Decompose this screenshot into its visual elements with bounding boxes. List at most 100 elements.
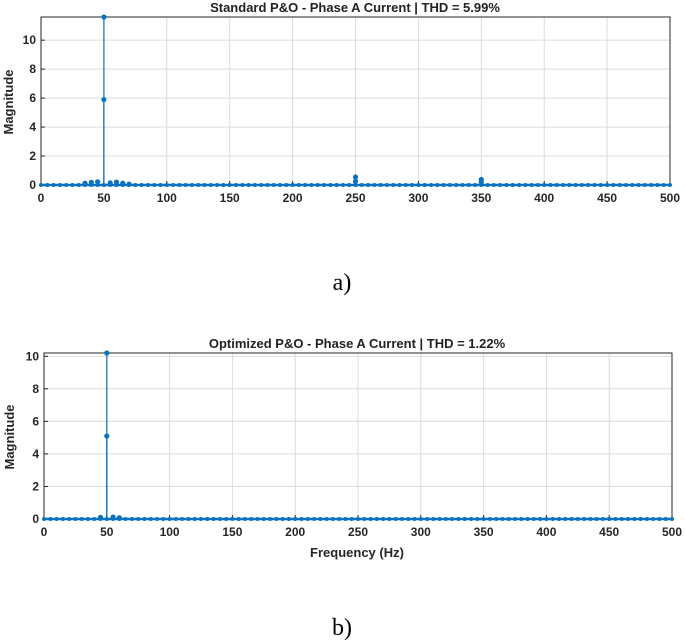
baseline-marker xyxy=(525,517,530,521)
baseline-marker xyxy=(393,517,398,521)
baseline-marker xyxy=(173,517,178,521)
baseline-marker xyxy=(246,183,251,187)
baseline-marker xyxy=(456,517,461,521)
x-tick-label: 50 xyxy=(97,191,111,205)
baseline-marker xyxy=(347,183,352,187)
baseline-marker xyxy=(403,183,408,187)
panel-b: 0 50 100 150 200 250 300 350 400 450 500 0 2 4 6 8 10 Op… xyxy=(2,336,682,641)
baseline-marker xyxy=(236,517,241,521)
x-tick-label: 500 xyxy=(660,191,680,205)
stem-marker xyxy=(352,174,359,180)
baseline-marker xyxy=(513,517,517,521)
baseline-marker xyxy=(598,183,603,187)
stem-marker xyxy=(88,179,94,185)
x-tick-label: 400 xyxy=(534,191,554,205)
baseline-marker xyxy=(437,517,442,521)
baseline-marker xyxy=(378,183,383,187)
x-tick-label: 250 xyxy=(345,191,365,205)
chart-a-title: Standard P&O - Phase A Current | THD = 5… xyxy=(210,0,500,15)
baseline-marker xyxy=(556,517,561,521)
baseline-marker xyxy=(579,183,584,187)
baseline-marker xyxy=(362,517,367,521)
baseline-marker xyxy=(215,183,220,187)
baseline-marker xyxy=(356,517,360,521)
baseline-marker xyxy=(255,517,260,521)
y-tick-label: 8 xyxy=(29,62,36,76)
baseline-marker xyxy=(372,183,377,187)
baseline-marker xyxy=(397,183,402,187)
baseline-marker xyxy=(211,517,216,521)
baseline-marker xyxy=(387,517,392,521)
baseline-marker xyxy=(428,183,433,187)
baseline-marker xyxy=(412,517,417,521)
stem-marker xyxy=(110,514,116,520)
baseline-marker xyxy=(506,517,511,521)
baseline-marker xyxy=(657,517,662,521)
baseline-marker xyxy=(158,183,163,187)
baseline-marker xyxy=(544,517,549,521)
x-tick-label: 350 xyxy=(471,191,491,205)
stem-marker xyxy=(101,14,107,20)
baseline-marker xyxy=(554,183,559,187)
baseline-marker xyxy=(368,517,373,521)
baseline-marker xyxy=(299,517,304,521)
baseline-marker xyxy=(312,517,317,521)
baseline-marker xyxy=(638,517,643,521)
baseline-marker xyxy=(284,183,289,187)
baseline-marker xyxy=(500,517,505,521)
plot-area: 0 50 100 150 200 250 300 350 400 450 500 0 2 4 6 8 10 xyxy=(26,349,683,539)
baseline-marker xyxy=(183,183,188,187)
baseline-marker xyxy=(374,517,379,521)
x-tick-label: 300 xyxy=(411,525,431,539)
x-tick-label: 0 xyxy=(38,191,45,205)
baseline-marker xyxy=(563,517,568,521)
x-tick-label: 450 xyxy=(599,525,619,539)
baseline-marker xyxy=(42,517,46,521)
baseline-marker xyxy=(623,183,628,187)
baseline-marker xyxy=(661,183,666,187)
baseline-marker xyxy=(594,517,599,521)
chart-b-xlabel: Frequency (Hz) xyxy=(310,545,404,560)
baseline-marker xyxy=(142,517,147,521)
baseline-marker xyxy=(57,183,62,187)
baseline-marker xyxy=(60,517,65,521)
baseline-marker xyxy=(139,183,144,187)
baseline-marker xyxy=(649,183,654,187)
chart-a-ylabel: Magnitude xyxy=(1,70,16,135)
baseline-marker xyxy=(466,183,471,187)
stem-marker xyxy=(95,179,101,185)
baseline-marker xyxy=(249,517,254,521)
baseline-marker xyxy=(447,183,452,187)
baseline-marker xyxy=(441,183,446,187)
baseline-marker xyxy=(328,183,333,187)
baseline-marker xyxy=(261,517,266,521)
x-tick-label: 100 xyxy=(157,191,177,205)
y-tick-label: 6 xyxy=(29,91,36,105)
chart-b-title: Optimized P&O - Phase A Current | THD = … xyxy=(209,336,506,351)
baseline-marker xyxy=(148,517,153,521)
baseline-marker xyxy=(529,183,534,187)
baseline-marker xyxy=(136,517,141,521)
x-tick-label: 150 xyxy=(220,191,240,205)
baseline-marker xyxy=(70,183,75,187)
baseline-marker xyxy=(569,517,574,521)
baseline-marker xyxy=(54,517,59,521)
baseline-marker xyxy=(155,517,160,521)
baseline-marker xyxy=(133,183,138,187)
y-tick-label: 6 xyxy=(32,414,39,428)
baseline-marker xyxy=(523,183,528,187)
baseline-marker xyxy=(177,183,182,187)
baseline-marker xyxy=(224,517,229,521)
baseline-marker xyxy=(205,517,210,521)
baseline-marker xyxy=(85,517,90,521)
caption-a: a) xyxy=(333,270,352,296)
stem-marker xyxy=(116,515,122,521)
baseline-marker xyxy=(303,183,308,187)
baseline-marker xyxy=(305,517,310,521)
baseline-marker xyxy=(366,183,371,187)
baseline-marker xyxy=(230,517,235,521)
baseline-marker xyxy=(199,517,203,521)
stem-marker xyxy=(126,181,132,187)
baseline-marker xyxy=(425,517,430,521)
baseline-marker xyxy=(324,517,329,521)
